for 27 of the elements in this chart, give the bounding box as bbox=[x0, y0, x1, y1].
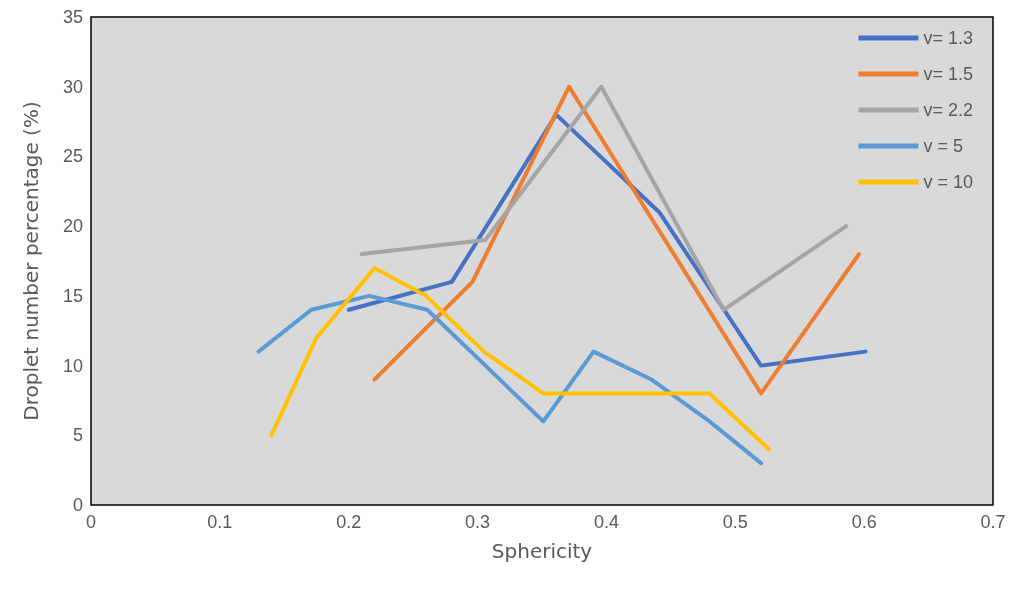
legend-label: v= 1.5 bbox=[923, 64, 974, 84]
y-tick-label: 35 bbox=[62, 7, 83, 27]
y-tick-label: 10 bbox=[62, 355, 83, 376]
y-tick-label: 0 bbox=[72, 495, 83, 515]
y-tick-label: 5 bbox=[72, 425, 83, 446]
x-tick-label: 0.5 bbox=[722, 512, 748, 532]
x-axis-title: Sphericity bbox=[491, 539, 593, 563]
legend-label: v = 10 bbox=[923, 172, 974, 192]
line-series bbox=[359, 84, 849, 312]
y-axis-title: Droplet number percentage (%) bbox=[19, 101, 43, 421]
x-tick-label: 0.2 bbox=[336, 512, 362, 532]
line-series bbox=[269, 265, 771, 452]
legend-label: v = 5 bbox=[923, 136, 963, 156]
line-series bbox=[256, 293, 764, 466]
x-tick-label: 0.6 bbox=[851, 512, 877, 532]
legend-label: v= 1.3 bbox=[923, 28, 974, 48]
y-tick-label: 25 bbox=[62, 146, 83, 167]
x-tick-label: 0.1 bbox=[207, 512, 233, 532]
y-tick-label: 15 bbox=[62, 285, 83, 306]
y-tick-label: 30 bbox=[62, 76, 83, 97]
x-tick-label: 0 bbox=[85, 512, 97, 532]
x-tick-label: 0.4 bbox=[593, 512, 619, 532]
x-tick-label: 0.7 bbox=[980, 512, 1006, 532]
x-tick-label: 0.3 bbox=[465, 512, 491, 532]
line-series bbox=[372, 84, 861, 396]
y-tick-label: 20 bbox=[62, 216, 83, 237]
legend-label: v= 2.2 bbox=[923, 100, 974, 120]
